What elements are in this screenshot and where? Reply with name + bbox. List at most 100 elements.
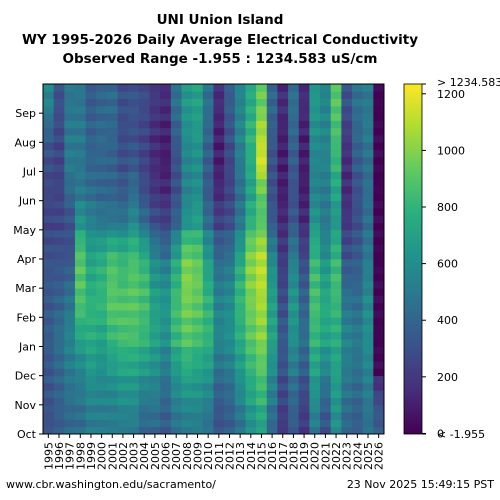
heatmap-cell [192,382,204,391]
heatmap-cell [160,280,172,289]
heatmap-cell [149,375,161,384]
heatmap-cell [128,237,140,245]
heatmap-cell [309,361,321,369]
heatmap-cell [160,222,172,231]
heatmap-cell [192,317,204,326]
heatmap-cell [138,339,150,347]
heatmap-cell [330,412,342,420]
heatmap-cell [160,200,172,209]
heatmap-cell [352,368,364,377]
heatmap-cell [128,164,140,172]
heatmap-cell [352,193,364,202]
heatmap-cell [288,149,300,158]
heatmap-cell [213,419,225,428]
heatmap-cell [74,84,87,92]
heatmap-cell [43,397,55,406]
heatmap-cell [192,273,204,282]
heatmap-cell [138,156,150,165]
heatmap-cell [181,390,193,398]
heatmap-cell [64,156,76,165]
heatmap-cell [170,200,182,209]
heatmap-cell [149,346,161,355]
heatmap-cell [138,259,150,267]
heatmap-cell [117,142,129,151]
heatmap-cell [352,120,364,129]
heatmap-cell [352,361,364,369]
heatmap-cell [224,251,236,260]
heatmap-cell [256,200,268,209]
heatmap-cell [288,404,300,413]
heatmap-cell [309,105,321,114]
heatmap-cell [309,207,321,216]
heatmap-cell [234,404,246,413]
heatmap-cell [277,288,289,296]
heatmap-cell [320,84,332,92]
x-tick-label: 2009 [192,442,205,470]
heatmap-cell [181,375,193,384]
heatmap-cell [181,302,193,311]
heatmap-cell [160,273,172,282]
heatmap-cell [362,229,374,238]
heatmap-cell [192,353,204,362]
heatmap-cell [117,164,129,172]
heatmap-cell [352,215,364,223]
heatmap-cell [43,84,55,92]
heatmap-cell [224,288,236,296]
heatmap-cell [234,280,246,289]
heatmap-cell [53,426,65,435]
heatmap-cell [234,178,246,187]
heatmap-cell [373,426,385,435]
heatmap-cell [320,302,332,311]
heatmap-cell [53,105,65,114]
heatmap-cell [64,186,76,194]
heatmap-cell [341,361,353,369]
chart-title-station: UNI Union Island [156,12,284,28]
heatmap-cell [352,375,364,384]
heatmap-cell [181,171,193,180]
heatmap-cell [224,193,236,202]
heatmap-cell [43,135,55,143]
heatmap-cell [181,222,193,231]
heatmap-cell [245,375,257,384]
heatmap-cell [181,149,193,158]
heatmap-cell [352,295,364,304]
heatmap-cell [298,266,310,274]
heatmap-cell [373,412,385,420]
heatmap-cell [160,361,172,369]
heatmap-cell [309,215,321,223]
heatmap-cell [85,135,97,143]
heatmap-cell [181,331,193,340]
heatmap-cell [85,164,97,172]
heatmap-cell [85,302,97,311]
heatmap-cell [117,346,129,355]
x-tick-label: 2011 [213,442,226,470]
heatmap-cell [117,353,129,362]
heatmap-cell [53,382,65,391]
heatmap-cell [256,375,268,384]
heatmap-cell [288,113,300,121]
heatmap-cell [341,113,353,121]
heatmap-cell [213,361,225,369]
heatmap-cell [96,229,108,238]
heatmap-cell [192,98,204,107]
heatmap-cell [117,207,129,216]
heatmap-cell [320,324,332,333]
heatmap-cell [373,193,385,202]
heatmap-cell [43,361,55,369]
heatmap-cell [170,259,182,267]
heatmap-cell [330,186,342,194]
heatmap-cell [85,200,97,209]
heatmap-cell [138,346,150,355]
heatmap-cell [224,266,236,274]
heatmap-cell [245,353,257,362]
heatmap-cell [160,339,172,347]
heatmap-cell [64,244,76,253]
heatmap-cell [74,302,87,311]
y-tick-label: May [13,224,36,237]
heatmap-cell [288,368,300,377]
heatmap-cell [213,251,225,260]
heatmap-cell [309,404,321,413]
heatmap-cell [138,382,150,391]
heatmap-cell [160,324,172,333]
